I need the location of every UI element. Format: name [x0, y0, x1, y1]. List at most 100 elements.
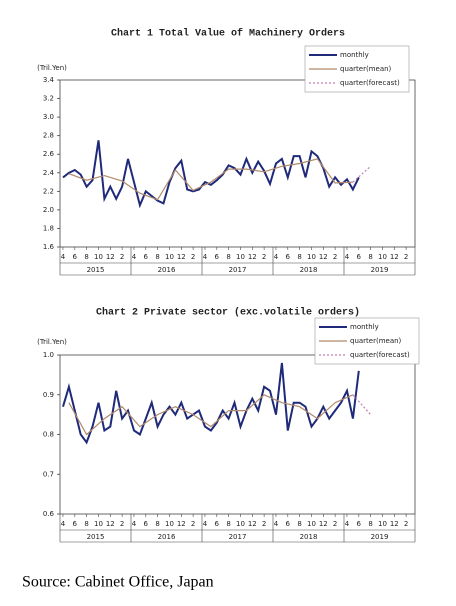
- y-tick-label: 2.0: [43, 206, 54, 214]
- x-tick-label: 6: [357, 253, 362, 261]
- year-label: 2019: [371, 533, 389, 541]
- chart-title: Chart 2 Private sector (exc.volatile ord…: [96, 307, 360, 319]
- x-tick-label: 12: [319, 253, 328, 261]
- x-tick-label: 2: [333, 253, 337, 261]
- y-tick-label: 0.9: [43, 391, 54, 399]
- year-label: 2015: [87, 533, 105, 541]
- x-tick-label: 4: [132, 520, 137, 528]
- x-tick-label: 4: [345, 520, 350, 528]
- x-tick-label: 4: [274, 253, 279, 261]
- plot-frame: [59, 79, 416, 248]
- x-tick-label: 8: [368, 520, 372, 528]
- x-tick-label: 6: [286, 520, 291, 528]
- y-tick-label: 2.6: [43, 150, 55, 158]
- x-tick-label: 6: [357, 520, 362, 528]
- y-tick-label: 3.2: [43, 95, 54, 103]
- x-tick-label: 10: [94, 520, 103, 528]
- x-tick-label: 2: [120, 520, 124, 528]
- x-tick-label: 12: [248, 253, 257, 261]
- x-tick-label: 12: [319, 520, 328, 528]
- y-tick-label: 2.8: [43, 132, 54, 140]
- x-tick-label: 6: [215, 253, 220, 261]
- y-tick-label: 3.4: [43, 76, 55, 84]
- y-axis-label: (Tril.Yen): [37, 64, 67, 72]
- year-label: 2016: [158, 533, 176, 541]
- series-line: [68, 394, 354, 436]
- x-tick-label: 2: [404, 520, 408, 528]
- x-tick-label: 10: [165, 520, 174, 528]
- series-line: [68, 158, 353, 201]
- series-line: [62, 140, 360, 209]
- legend-label: monthly: [340, 51, 369, 59]
- x-tick-label: 6: [144, 520, 149, 528]
- y-tick-label: 3.0: [43, 113, 54, 121]
- x-tick-label: 2: [404, 253, 408, 261]
- year-label: 2016: [158, 266, 176, 274]
- series-line: [352, 394, 372, 415]
- x-tick-label: 2: [191, 520, 195, 528]
- year-label: 2017: [229, 266, 247, 274]
- series-line: [62, 362, 360, 445]
- x-tick-label: 2: [333, 520, 337, 528]
- y-tick-label: 0.6: [43, 510, 55, 518]
- x-tick-label: 2: [262, 253, 266, 261]
- y-tick-label: 1.0: [43, 351, 54, 359]
- legend-label: quarter(mean): [350, 337, 402, 345]
- x-tick-label: 10: [236, 253, 245, 261]
- y-tick-label: 0.8: [43, 431, 54, 439]
- year-label: 2017: [229, 533, 247, 541]
- y-tick-label: 2.4: [43, 169, 55, 177]
- chart-title: Chart 1 Total Value of Machinery Orders: [111, 28, 345, 40]
- x-tick-label: 4: [203, 253, 208, 261]
- x-tick-label: 8: [155, 520, 159, 528]
- legend-label: quarter(forecast): [340, 79, 400, 87]
- year-label: 2015: [87, 266, 105, 274]
- x-tick-label: 10: [236, 520, 245, 528]
- x-tick-label: 6: [144, 253, 149, 261]
- x-tick-label: 12: [106, 520, 115, 528]
- x-tick-label: 2: [191, 253, 195, 261]
- x-tick-label: 8: [297, 253, 301, 261]
- y-tick-label: 0.7: [43, 470, 54, 478]
- x-tick-label: 8: [226, 520, 230, 528]
- x-tick-label: 8: [226, 253, 230, 261]
- x-tick-label: 8: [84, 520, 88, 528]
- x-tick-label: 8: [155, 253, 159, 261]
- x-tick-label: 12: [248, 520, 257, 528]
- x-tick-label: 12: [390, 253, 399, 261]
- x-tick-label: 4: [61, 520, 66, 528]
- x-tick-label: 10: [94, 253, 103, 261]
- x-tick-label: 10: [378, 520, 387, 528]
- legend-label: quarter(mean): [340, 65, 392, 73]
- x-tick-label: 10: [165, 253, 174, 261]
- x-tick-label: 12: [390, 520, 399, 528]
- x-tick-label: 6: [73, 253, 78, 261]
- x-tick-label: 12: [177, 253, 186, 261]
- x-tick-label: 4: [61, 253, 66, 261]
- x-tick-label: 12: [177, 520, 186, 528]
- x-tick-label: 8: [297, 520, 301, 528]
- year-label: 2018: [300, 266, 318, 274]
- x-tick-label: 10: [307, 520, 316, 528]
- y-tick-label: 1.8: [43, 224, 54, 232]
- x-tick-label: 6: [215, 520, 220, 528]
- x-tick-label: 10: [307, 253, 316, 261]
- x-tick-label: 4: [274, 520, 279, 528]
- x-tick-label: 6: [286, 253, 291, 261]
- x-tick-label: 10: [378, 253, 387, 261]
- x-tick-label: 8: [368, 253, 372, 261]
- x-tick-label: 4: [203, 520, 208, 528]
- source-note: Source: Cabinet Office, Japan: [22, 574, 214, 591]
- y-tick-label: 2.2: [43, 187, 54, 195]
- x-tick-label: 8: [84, 253, 88, 261]
- y-tick-label: 1.6: [43, 243, 55, 251]
- x-tick-label: 4: [345, 253, 350, 261]
- x-tick-label: 2: [120, 253, 124, 261]
- x-tick-label: 2: [262, 520, 266, 528]
- legend-label: quarter(forecast): [350, 351, 410, 359]
- x-tick-label: 6: [73, 520, 78, 528]
- x-tick-label: 12: [106, 253, 115, 261]
- x-tick-label: 4: [132, 253, 137, 261]
